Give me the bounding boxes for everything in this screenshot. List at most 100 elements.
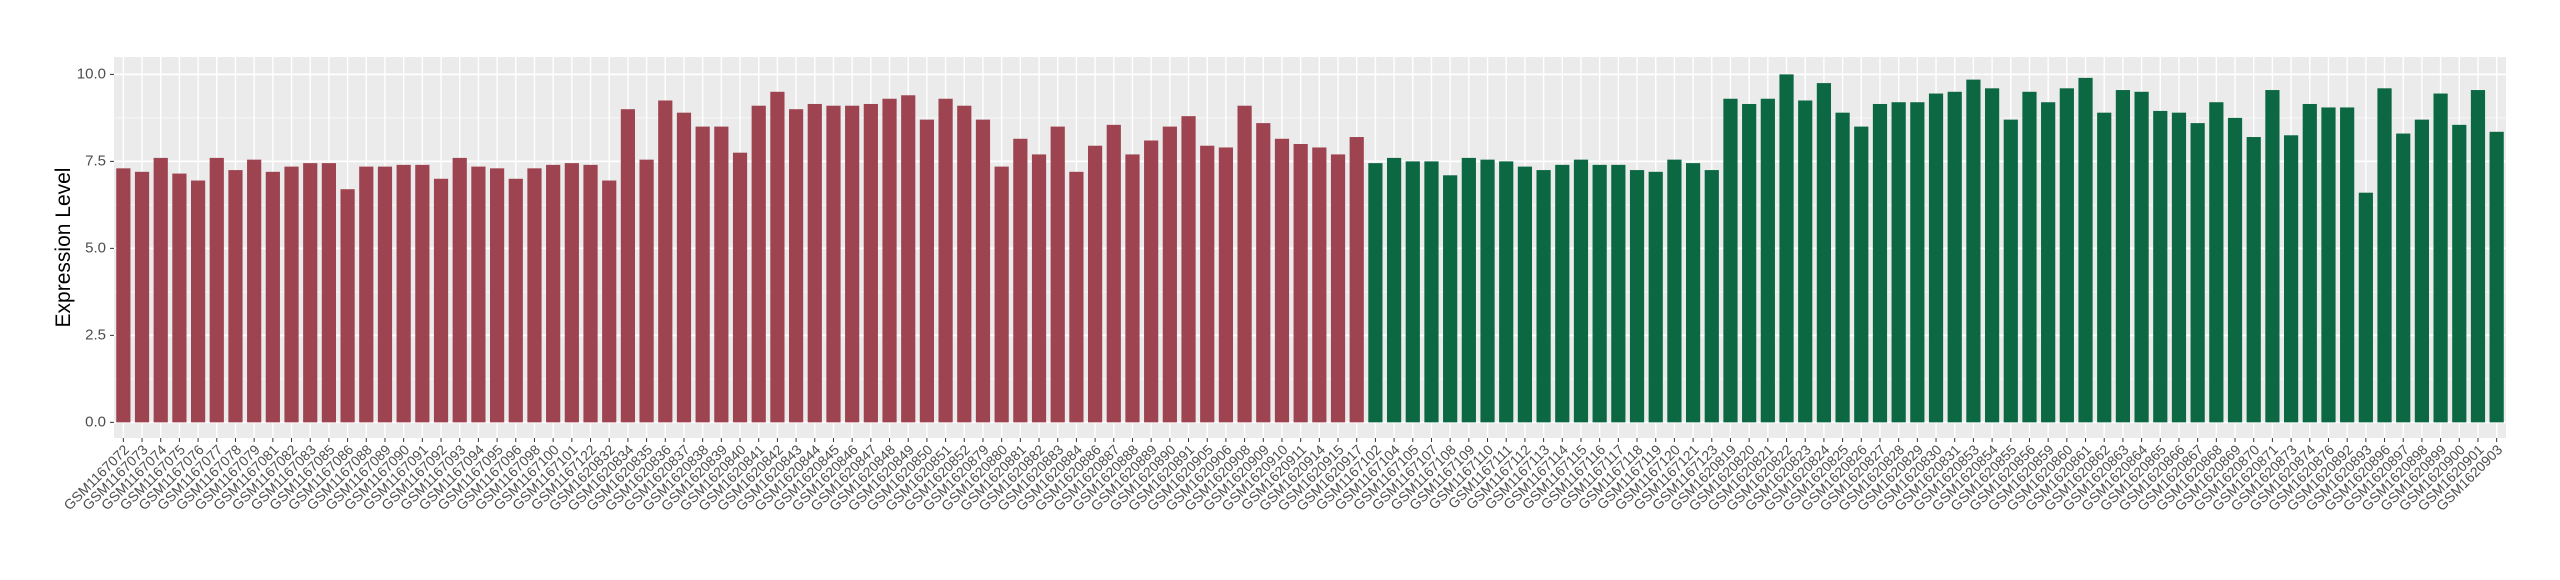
y-tick-label: 5.0 <box>85 239 106 256</box>
bar <box>1966 79 1981 423</box>
bar <box>546 164 561 423</box>
bar <box>2470 90 2486 423</box>
bar <box>1256 123 1271 423</box>
bar <box>1798 100 1813 423</box>
bar <box>1816 83 1832 423</box>
bar <box>807 103 822 423</box>
bar <box>1928 93 1944 423</box>
bar <box>2377 88 2392 423</box>
bar <box>2433 93 2448 423</box>
bar <box>2097 112 2112 423</box>
bar <box>489 168 505 423</box>
bar <box>1742 103 1757 423</box>
bar <box>826 105 841 423</box>
bar <box>1984 88 2000 423</box>
bar <box>471 166 486 423</box>
bar <box>2209 102 2224 423</box>
bar <box>901 95 916 423</box>
bar <box>1779 74 1794 423</box>
bar <box>247 159 262 423</box>
bar <box>583 164 598 423</box>
bar <box>620 109 636 423</box>
bar <box>2396 133 2411 423</box>
y-tick-label: 2.5 <box>85 326 106 343</box>
bar <box>2171 112 2187 423</box>
bar <box>2115 90 2131 423</box>
bar <box>340 189 355 423</box>
bar <box>2022 91 2037 423</box>
bar <box>1891 102 1906 423</box>
bar <box>433 178 449 423</box>
bar <box>1854 126 1869 423</box>
bar <box>284 166 299 423</box>
bar <box>1872 103 1888 423</box>
bar <box>116 168 131 423</box>
bar <box>1031 154 1047 423</box>
bar <box>1629 170 1645 423</box>
bar <box>2246 137 2261 423</box>
bar <box>2078 77 2093 423</box>
bar <box>1555 164 1570 423</box>
bar <box>1835 112 1850 423</box>
bar <box>1405 161 1420 423</box>
bar <box>1947 91 1962 423</box>
bar <box>845 105 860 423</box>
bar <box>2340 107 2355 423</box>
bar <box>788 109 804 423</box>
bar <box>1293 143 1308 423</box>
bar <box>2452 124 2467 423</box>
bar <box>134 171 150 423</box>
bar <box>1667 159 1682 423</box>
bar <box>1723 98 1738 423</box>
bar <box>1106 124 1121 423</box>
y-tick-label: 7.5 <box>85 152 106 169</box>
bar <box>2414 119 2430 423</box>
bar <box>1274 138 1290 423</box>
bar <box>2041 102 2056 423</box>
bar <box>2153 110 2168 423</box>
bar <box>1386 157 1402 423</box>
bar <box>1760 98 1775 423</box>
bar <box>2489 131 2504 423</box>
bar <box>957 105 972 423</box>
bar <box>975 119 991 423</box>
bar <box>2134 91 2149 423</box>
y-tick-label: 0.0 <box>85 413 106 430</box>
bar <box>882 98 897 423</box>
bar <box>770 91 785 423</box>
bar <box>919 119 935 423</box>
bar <box>863 103 878 423</box>
bar <box>396 164 411 423</box>
bar <box>1237 105 1252 423</box>
bar <box>1480 159 1495 423</box>
bar <box>1592 164 1607 423</box>
bar <box>527 168 542 423</box>
y-tick-label: 10.0 <box>77 65 106 82</box>
bar <box>1499 161 1514 423</box>
y-axis-title: Expression Level <box>52 168 75 328</box>
bar <box>1181 116 1196 423</box>
bar <box>377 166 393 423</box>
bar <box>2321 107 2336 423</box>
bar <box>1685 163 1701 423</box>
bar <box>190 180 206 423</box>
bar <box>695 126 710 423</box>
bar <box>1144 140 1159 423</box>
bar <box>2190 123 2205 423</box>
bar <box>2265 90 2280 423</box>
bar <box>508 178 523 423</box>
bar <box>452 157 467 423</box>
bar <box>676 112 692 423</box>
bar <box>1087 145 1103 423</box>
bar <box>303 163 318 423</box>
bar <box>359 166 374 423</box>
bar <box>2059 88 2074 423</box>
bar <box>1443 175 1458 423</box>
bar <box>1330 154 1346 423</box>
bar <box>564 163 579 423</box>
bar <box>1349 137 1364 423</box>
bar <box>153 157 168 423</box>
bar <box>172 173 187 423</box>
bar <box>1424 161 1439 423</box>
bar <box>1910 102 1925 423</box>
